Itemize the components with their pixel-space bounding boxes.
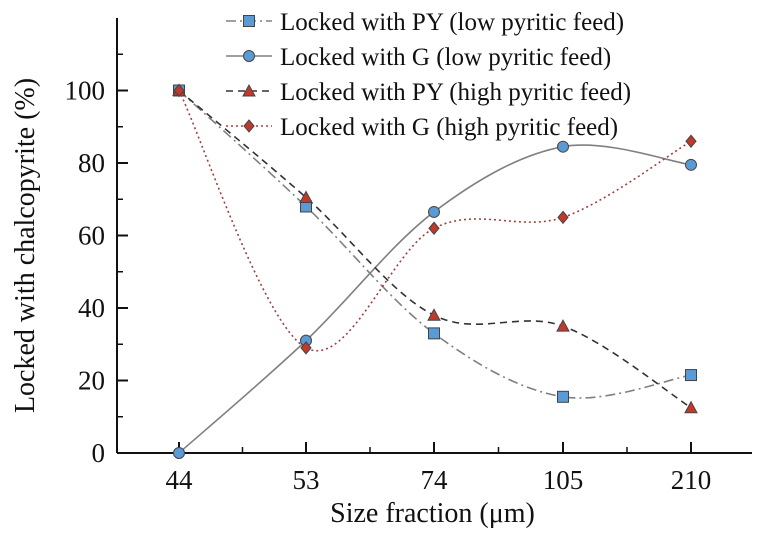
data-point	[557, 210, 569, 225]
series-layer	[172, 83, 698, 459]
x-tick-label: 44	[166, 465, 194, 495]
series-line	[178, 90, 692, 352]
data-point	[428, 221, 440, 236]
legend-label: Locked with PY (high pyritic feed)	[280, 79, 631, 106]
x-tick-label: 53	[293, 465, 320, 495]
series-3	[172, 83, 698, 414]
legend-label: Locked with G (low pyritic feed)	[280, 44, 611, 71]
legend-item: Locked with G (low pyritic feed)	[226, 44, 611, 71]
legend-marker	[243, 15, 255, 27]
y-tick-label: 40	[78, 293, 105, 323]
ticks: 0 20 40 60 80 100 44 53 74 105 210	[65, 53, 712, 495]
legend-marker	[243, 119, 255, 133]
y-tick-label: 60	[78, 221, 105, 251]
data-point	[557, 390, 569, 403]
data-point	[299, 190, 313, 203]
data-point	[428, 327, 440, 340]
x-tick-label: 74	[421, 465, 449, 495]
legend: Locked with PY (low pyritic feed) Locked …	[226, 9, 631, 141]
data-point	[173, 447, 185, 459]
series-2	[173, 140, 697, 459]
legend-label: Locked with PY (low pyritic feed)	[280, 9, 624, 36]
series-4	[173, 83, 697, 355]
series-line	[178, 144, 692, 454]
data-point	[556, 319, 570, 332]
x-tick-label: 210	[671, 465, 712, 495]
y-tick-label: 0	[92, 438, 106, 468]
x-axis-title: Size fraction (μm)	[330, 498, 535, 529]
x-tick-label: 105	[543, 465, 584, 495]
y-axis-title: Locked with chalcopyrite (%)	[10, 78, 41, 413]
data-point	[685, 134, 697, 149]
data-point	[427, 308, 441, 321]
data-point	[173, 83, 185, 98]
data-point	[685, 369, 697, 382]
legend-marker	[242, 83, 256, 97]
y-tick-label: 80	[78, 148, 105, 178]
data-point	[685, 158, 697, 171]
legend-item: Locked with PY (low pyritic feed)	[226, 9, 624, 36]
legend-label: Locked with G (high pyritic feed)	[280, 114, 618, 141]
legend-item: Locked with G (high pyritic feed)	[226, 114, 618, 141]
data-point	[300, 341, 312, 355]
y-tick-label: 20	[78, 366, 105, 396]
data-point	[557, 140, 569, 153]
data-point	[684, 400, 698, 414]
data-point	[428, 205, 440, 218]
legend-marker	[243, 50, 255, 62]
legend-item: Locked with PY (high pyritic feed)	[226, 79, 631, 106]
y-tick-label: 100	[65, 76, 106, 106]
